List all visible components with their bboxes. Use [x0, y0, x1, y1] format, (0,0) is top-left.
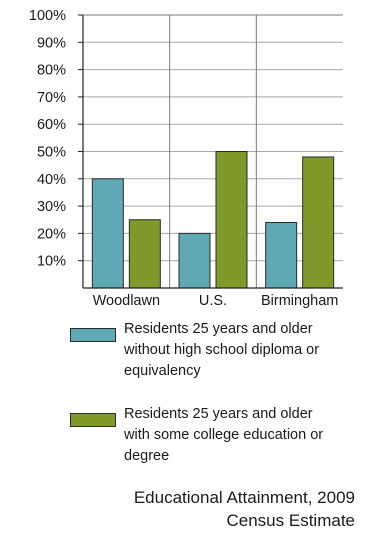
x-tick-label-birmingham: Birmingham — [261, 293, 338, 309]
legend-label-1: Residents 25 years and older without hig… — [124, 319, 369, 382]
gridlines — [83, 14, 343, 288]
legend-label-1-line-1: Residents 25 years and older — [124, 321, 313, 337]
bar-u-s-series-1 — [178, 232, 211, 289]
bar-birmingham-series-2 — [302, 156, 335, 289]
y-tick-label-20: 20% — [37, 226, 66, 242]
legend-item-1: Residents 25 years and older without hig… — [70, 319, 369, 382]
x-tick-label-woodlawn: Woodlawn — [93, 293, 160, 309]
bar-woodlawn-series-1 — [91, 178, 124, 289]
axes — [78, 14, 343, 289]
y-tick-label-10: 10% — [37, 254, 66, 270]
bar-birmingham-series-1 — [265, 221, 298, 289]
legend-label-2-line-3: degree — [124, 448, 170, 464]
bar-chart: 100% 90% 80% 70% 60% 50% 40% 30% 20% 10% Woodlawn… — [29, 8, 343, 309]
y-tick-label-50: 50% — [37, 145, 66, 161]
bar-u-s-series-2 — [215, 151, 248, 289]
legend-label-1-line-2: without high school diploma or — [124, 342, 320, 358]
x-tick-labels: Woodlawn U.S. Birmingham — [93, 293, 339, 309]
y-tick-label-90: 90% — [37, 35, 66, 51]
chart-subtitle: Census Estimate — [226, 511, 356, 530]
legend-label-2-line-2: with some college education or — [124, 427, 324, 443]
y-tick-label-60: 60% — [37, 117, 66, 133]
legend-item-2: Residents 25 years and older with some c… — [70, 404, 369, 467]
y-tick-label-70: 70% — [37, 90, 66, 106]
x-tick-label-u-s: U.S. — [199, 293, 227, 309]
chart-caption: Educational Attainment, 2009 Census Esti… — [134, 486, 355, 532]
y-tick-label-100: 100% — [29, 8, 66, 24]
legend-label-1-line-3: equivalency — [124, 363, 201, 379]
legend-label-2: Residents 25 years and older with some c… — [124, 404, 369, 467]
chart-title: Educational Attainment, 2009 — [133, 488, 355, 507]
y-tick-label-40: 40% — [37, 172, 66, 188]
legend-swatch-1 — [70, 328, 116, 342]
y-tick-labels: 100% 90% 80% 70% 60% 50% 40% 30% 20% 10% — [29, 8, 66, 270]
legend-swatch-2 — [70, 413, 116, 427]
y-tick-label-80: 80% — [37, 63, 66, 79]
y-tick-label-30: 30% — [37, 199, 66, 215]
bar-woodlawn-series-2 — [128, 219, 161, 289]
legend-label-2-line-1: Residents 25 years and older — [124, 406, 313, 422]
bars — [91, 151, 335, 289]
